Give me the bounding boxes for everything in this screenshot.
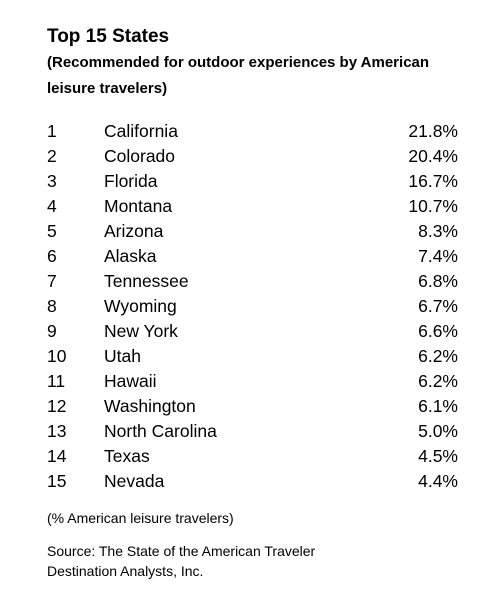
percentage: 6.7% <box>418 296 458 316</box>
rank: 7 <box>47 271 57 291</box>
table-row: 1 California 21.8% <box>0 119 500 144</box>
table-row: 5 Arizona 8.3% <box>0 219 500 244</box>
percentage: 6.1% <box>418 396 458 416</box>
rank: 12 <box>47 396 67 416</box>
percentage: 6.8% <box>418 271 458 291</box>
state-name: Nevada <box>104 471 165 491</box>
rank: 8 <box>47 296 57 316</box>
state-name: California <box>104 121 178 141</box>
table-row: 14 Texas 4.5% <box>0 444 500 469</box>
table-row: 11 Hawaii 6.2% <box>0 369 500 394</box>
table-row: 6 Alaska 7.4% <box>0 244 500 269</box>
table-row: 10 Utah 6.2% <box>0 344 500 369</box>
percentage: 16.7% <box>408 171 458 191</box>
percentage: 6.2% <box>418 346 458 366</box>
state-name: Montana <box>104 196 173 216</box>
state-name: Tennessee <box>104 271 189 291</box>
note: (% American leisure travelers) <box>47 510 234 526</box>
rank: 4 <box>47 196 57 216</box>
rank: 6 <box>47 246 57 266</box>
percentage: 6.2% <box>418 371 458 391</box>
state-name: Wyoming <box>104 296 177 316</box>
subtitle: (Recommended for outdoor experiences by … <box>47 54 430 97</box>
state-name: Texas <box>104 446 150 466</box>
percentage: 21.8% <box>408 121 458 141</box>
state-name: New York <box>104 321 178 341</box>
state-name: Hawaii <box>104 371 157 391</box>
table-row: 4 Montana 10.7% <box>0 194 500 219</box>
rank: 11 <box>47 371 66 391</box>
percentage: 8.3% <box>418 221 458 241</box>
source-line: Destination Analysts, Inc. <box>47 563 204 579</box>
percentage: 5.0% <box>418 421 458 441</box>
rank: 10 <box>47 346 67 366</box>
percentage: 7.4% <box>418 246 458 266</box>
rank: 5 <box>47 221 57 241</box>
rank: 2 <box>47 146 57 166</box>
table-row: 2 Colorado 20.4% <box>0 144 500 169</box>
state-name: Alaska <box>104 246 157 266</box>
percentage: 10.7% <box>408 196 458 216</box>
table-row: 3 Florida 16.7% <box>0 169 500 194</box>
rank: 14 <box>47 446 67 466</box>
percentage: 6.6% <box>418 321 458 341</box>
percentage: 4.4% <box>418 471 458 491</box>
percentage: 4.5% <box>418 446 458 466</box>
rank: 13 <box>47 421 67 441</box>
state-name: Utah <box>104 346 141 366</box>
table: 1 California 21.8% 2 Colorado 20.4% 3 Florida 16… <box>0 119 500 494</box>
table-row: 8 Wyoming 6.7% <box>0 294 500 319</box>
state-name: North Carolina <box>104 421 217 441</box>
title: Top 15 States <box>47 26 170 47</box>
percentage: 20.4% <box>408 146 458 166</box>
state-name: Arizona <box>104 221 164 241</box>
rank: 3 <box>47 171 57 191</box>
state-name: Colorado <box>104 146 176 166</box>
state-name: Florida <box>104 171 158 191</box>
rank: 9 <box>47 321 57 341</box>
table-row: 13 North Carolina 5.0% <box>0 419 500 444</box>
table-row: 12 Washington 6.1% <box>0 394 500 419</box>
rank: 15 <box>47 471 67 491</box>
table-row: 9 New York 6.6% <box>0 319 500 344</box>
source-line: Source: The State of the American Travel… <box>47 543 316 559</box>
rank: 1 <box>47 121 57 141</box>
table-row: 15 Nevada 4.4% <box>0 469 500 494</box>
source: Source: The State of the American Travel… <box>47 541 315 581</box>
table-row: 7 Tennessee 6.8% <box>0 269 500 294</box>
state-name: Washington <box>104 396 196 416</box>
